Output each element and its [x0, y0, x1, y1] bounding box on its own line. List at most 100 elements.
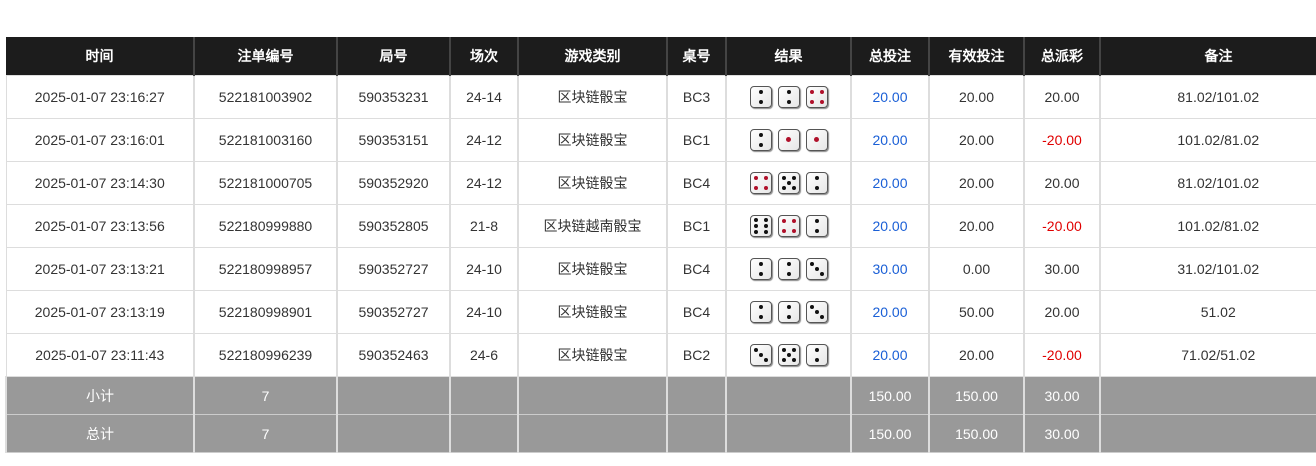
valid-bet-cell: 20.00 — [928, 118, 1025, 162]
remark-cell: 51.02 — [1099, 290, 1316, 334]
empty-cell — [517, 376, 668, 415]
dice-4-icon — [777, 215, 800, 237]
dice-2-icon — [749, 129, 772, 151]
dice-result — [749, 86, 828, 108]
bet-id-cell: 522181003902 — [193, 75, 338, 119]
dice-result — [749, 258, 828, 280]
remark-cell: 101.02/81.02 — [1099, 118, 1316, 162]
subtotal-total-bet: 150.00 — [850, 376, 930, 415]
column-header: 场次 — [449, 37, 518, 76]
remark-cell: 81.02/101.02 — [1099, 75, 1316, 119]
time-cell: 2025-01-07 23:13:19 — [5, 290, 195, 334]
table-cell: BC3 — [666, 75, 727, 119]
grandtotal-payout: 30.00 — [1023, 414, 1101, 453]
empty-cell — [666, 376, 727, 415]
time-cell: 2025-01-07 23:13:56 — [5, 204, 195, 248]
empty-cell — [336, 376, 451, 415]
time-cell: 2025-01-07 23:14:30 — [5, 161, 195, 205]
remark-cell: 71.02/51.02 — [1099, 333, 1316, 377]
dice-2-icon — [749, 258, 772, 280]
grandtotal-label: 总计 — [5, 414, 195, 453]
remark-cell: 81.02/101.02 — [1099, 161, 1316, 205]
payout-cell: -20.00 — [1023, 118, 1101, 162]
column-header: 总派彩 — [1023, 37, 1100, 76]
table-row: 2025-01-07 23:13:21 522180998957 590352727… — [5, 247, 1316, 291]
total-bet-cell: 20.00 — [850, 204, 930, 248]
session-cell: 24-6 — [449, 333, 519, 377]
dice-5-icon — [777, 172, 800, 194]
payout-cell: 20.00 — [1023, 290, 1101, 334]
empty-cell — [725, 414, 852, 453]
dice-result — [749, 215, 828, 237]
total-bet-cell: 20.00 — [850, 333, 930, 377]
dice-2-icon — [805, 172, 828, 194]
table-cell: BC4 — [666, 161, 727, 205]
table-row: 2025-01-07 23:13:19 522180998901 590352727… — [5, 290, 1316, 334]
valid-bet-cell: 20.00 — [928, 333, 1025, 377]
column-header: 游戏类别 — [517, 37, 667, 76]
dice-2-icon — [777, 86, 800, 108]
total-bet-cell: 30.00 — [850, 247, 930, 291]
time-cell: 2025-01-07 23:11:43 — [5, 333, 195, 377]
time-cell: 2025-01-07 23:16:01 — [5, 118, 195, 162]
dice-4-icon — [805, 86, 828, 108]
grandtotal-row: 总计 7 150.00 150.00 30.00 — [5, 414, 1316, 453]
dice-3-icon — [805, 258, 828, 280]
subtotal-row: 小计 7 150.00 150.00 30.00 — [5, 376, 1316, 415]
empty-cell — [449, 414, 519, 453]
dice-2-icon — [805, 344, 828, 366]
valid-bet-cell: 0.00 — [928, 247, 1025, 291]
dice-2-icon — [777, 258, 800, 280]
dice-2-icon — [749, 301, 772, 323]
game-cell: 区块链骰宝 — [517, 75, 668, 119]
game-cell: 区块链骰宝 — [517, 118, 668, 162]
result-cell — [725, 290, 852, 334]
grandtotal-total-bet: 150.00 — [850, 414, 930, 453]
game-cell: 区块链骰宝 — [517, 247, 668, 291]
time-cell: 2025-01-07 23:13:21 — [5, 247, 195, 291]
round-cell: 590352920 — [336, 161, 451, 205]
result-cell — [725, 333, 852, 377]
table-row: 2025-01-07 23:16:27 522181003902 590353231… — [5, 75, 1316, 119]
grandtotal-valid-bet: 150.00 — [928, 414, 1025, 453]
round-cell: 590353231 — [336, 75, 451, 119]
bet-id-cell: 522180998957 — [193, 247, 338, 291]
round-cell: 590352727 — [336, 290, 451, 334]
table-cell: BC1 — [666, 204, 727, 248]
total-bet-cell: 20.00 — [850, 161, 930, 205]
session-cell: 24-14 — [449, 75, 519, 119]
bet-records-table: 时间 注单编号 局号 场次 游戏类别 桌号 结果 总投注 有效投注 总派彩 备注 2025-01-0… — [5, 37, 1316, 453]
table-header: 时间 注单编号 局号 场次 游戏类别 桌号 结果 总投注 有效投注 总派彩 备注 — [6, 37, 1316, 76]
column-header: 结果 — [725, 37, 851, 76]
table-row: 2025-01-07 23:16:01 522181003160 590353151… — [5, 118, 1316, 162]
bet-id-cell: 522180996239 — [193, 333, 338, 377]
empty-cell — [666, 414, 727, 453]
bet-id-cell: 522181003160 — [193, 118, 338, 162]
payout-cell: 20.00 — [1023, 161, 1101, 205]
round-cell: 590353151 — [336, 118, 451, 162]
payout-cell: 30.00 — [1023, 247, 1101, 291]
empty-cell — [449, 376, 519, 415]
dice-result — [749, 301, 828, 323]
session-cell: 24-10 — [449, 247, 519, 291]
empty-cell — [336, 414, 451, 453]
table-cell: BC4 — [666, 247, 727, 291]
bet-id-cell: 522180999880 — [193, 204, 338, 248]
dice-result — [749, 129, 828, 151]
empty-cell — [1099, 376, 1316, 415]
game-cell: 区块链骰宝 — [517, 333, 668, 377]
result-cell — [725, 161, 852, 205]
payout-cell: -20.00 — [1023, 333, 1101, 377]
empty-cell — [1099, 414, 1316, 453]
dice-1-icon — [777, 129, 800, 151]
total-bet-cell: 20.00 — [850, 75, 930, 119]
game-cell: 区块链骰宝 — [517, 161, 668, 205]
session-cell: 24-10 — [449, 290, 519, 334]
valid-bet-cell: 20.00 — [928, 75, 1025, 119]
dice-3-icon — [749, 344, 772, 366]
session-cell: 21-8 — [449, 204, 519, 248]
valid-bet-cell: 20.00 — [928, 204, 1025, 248]
dice-2-icon — [749, 86, 772, 108]
game-cell: 区块链骰宝 — [517, 290, 668, 334]
remark-cell: 31.02/101.02 — [1099, 247, 1316, 291]
